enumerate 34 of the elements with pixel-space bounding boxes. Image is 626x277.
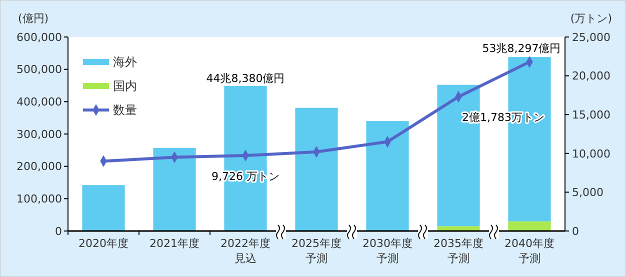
y2-tick-label: 25,000 — [572, 30, 610, 44]
y2-tick-label: 10,000 — [572, 147, 610, 160]
y2-tick-label: 15,000 — [572, 108, 610, 122]
x-tick-label: 2021年度 — [150, 237, 200, 250]
legend-label: 数量 — [113, 103, 137, 118]
legend-label: 国内 — [113, 79, 137, 94]
y-tick-label: 100,000 — [16, 192, 62, 206]
bar — [153, 148, 196, 231]
bar — [295, 108, 338, 231]
legend-label: 海外 — [113, 55, 137, 70]
bar — [437, 84, 480, 226]
x-tick-label: 2025年度予測 — [292, 237, 342, 265]
annotation: 44兆8,380億円 — [206, 72, 285, 85]
y-tick-label: 300,000 — [16, 128, 62, 141]
y-tick-label: 200,000 — [16, 160, 62, 174]
x-tick-label: 2030年度予測 — [362, 237, 412, 265]
y-tick-label: 500,000 — [16, 63, 62, 76]
y2-tick-label: 0 — [572, 224, 579, 238]
y-tick-label: 0 — [55, 224, 62, 238]
y2-tick-label: 5,000 — [572, 186, 604, 200]
x-tick-label: 2040年度予測 — [504, 237, 554, 265]
y-tick-label: 400,000 — [16, 96, 62, 109]
bar — [82, 185, 125, 231]
y-tick-label: 600,000 — [16, 30, 62, 44]
bar — [508, 221, 551, 231]
y2-tick-label: 20,000 — [572, 70, 610, 83]
annotation: 53兆8,297億円 — [482, 42, 561, 55]
x-tick-label: 2035年度予測 — [434, 237, 484, 265]
x-tick-label: 2020年度 — [78, 237, 128, 250]
x-tick-label: 2022年度見込 — [220, 237, 270, 265]
y-axis-title: (億円) — [18, 12, 49, 25]
bar — [366, 121, 409, 231]
y2-axis-title: (万トン) — [570, 12, 612, 25]
bar — [437, 226, 480, 231]
